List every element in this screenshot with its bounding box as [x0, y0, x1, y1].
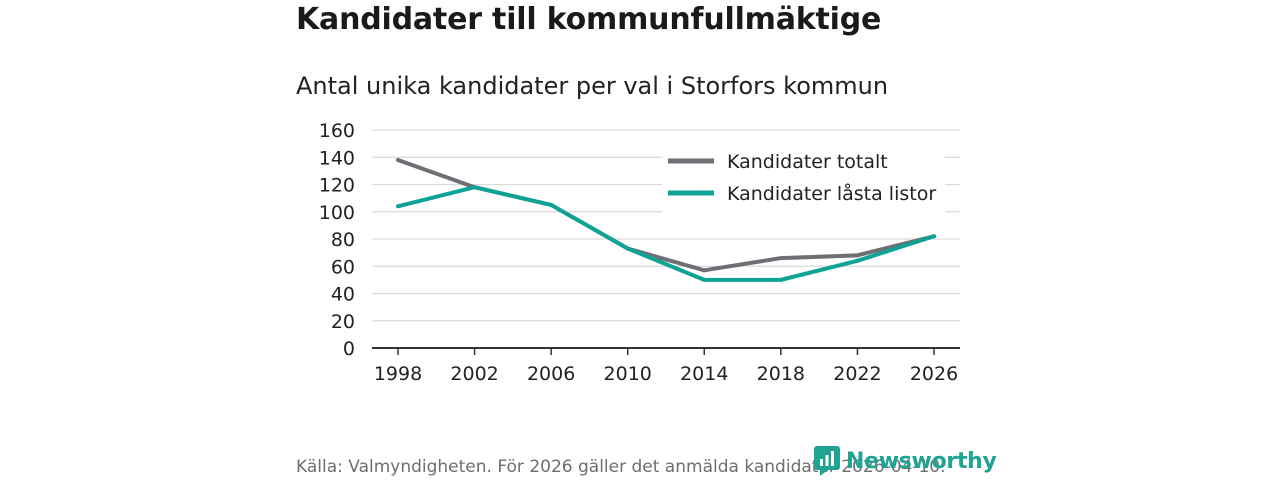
x-tick-label: 1998	[374, 363, 422, 385]
y-tick-label: 140	[319, 147, 355, 169]
legend-label: Kandidater totalt	[727, 151, 888, 173]
x-tick-label: 2010	[604, 363, 652, 385]
y-axis-ticks: 0 20 40 60 80 100 120 140 160	[319, 120, 355, 360]
data-point	[472, 185, 477, 190]
series-layer	[396, 157, 936, 282]
legend: Kandidater totalt Kandidater låsta listor	[662, 143, 945, 213]
data-point	[855, 253, 860, 258]
series-line-kandidater-lasta-listor	[397, 185, 935, 282]
data-point	[549, 202, 554, 207]
data-point	[396, 157, 400, 162]
data-point	[778, 277, 783, 282]
data-point	[932, 234, 936, 239]
x-tick-label: 2006	[527, 363, 575, 385]
data-point	[396, 204, 400, 209]
y-tick-label: 0	[343, 338, 355, 360]
x-tick-label: 2018	[757, 363, 805, 385]
x-tick-label: 2022	[833, 363, 881, 385]
chart-subtitle: Antal unika kandidater per val i Storfor…	[296, 72, 889, 100]
data-point	[702, 277, 707, 282]
data-point	[702, 268, 707, 273]
newsworthy-logo-text: Newsworthy	[846, 448, 997, 474]
y-tick-label: 80	[331, 229, 355, 251]
legend-background	[662, 143, 945, 213]
chart-title: Kandidater till kommunfullmäktige	[296, 2, 882, 37]
x-axis-ticks: 1998 2002 2006 2010 2014 2018 2022 2026	[372, 347, 960, 385]
data-point	[625, 246, 630, 251]
data-point	[778, 256, 783, 261]
data-point	[855, 258, 860, 263]
y-tick-label: 100	[319, 202, 355, 224]
y-tick-label: 40	[331, 284, 355, 306]
x-tick-label: 2026	[910, 363, 958, 385]
source-note: Källa: Valmyndigheten. För 2026 gäller d…	[296, 457, 946, 477]
y-tick-label: 20	[331, 311, 355, 333]
y-tick-label: 120	[319, 175, 355, 197]
x-tick-label: 2014	[680, 363, 728, 385]
y-tick-label: 160	[319, 120, 355, 142]
legend-label: Kandidater låsta listor	[727, 182, 936, 205]
newsworthy-logo-icon	[814, 446, 840, 476]
newsworthy-logo: Newsworthy	[814, 446, 997, 476]
x-tick-label: 2002	[450, 363, 498, 385]
y-tick-label: 60	[331, 256, 355, 278]
